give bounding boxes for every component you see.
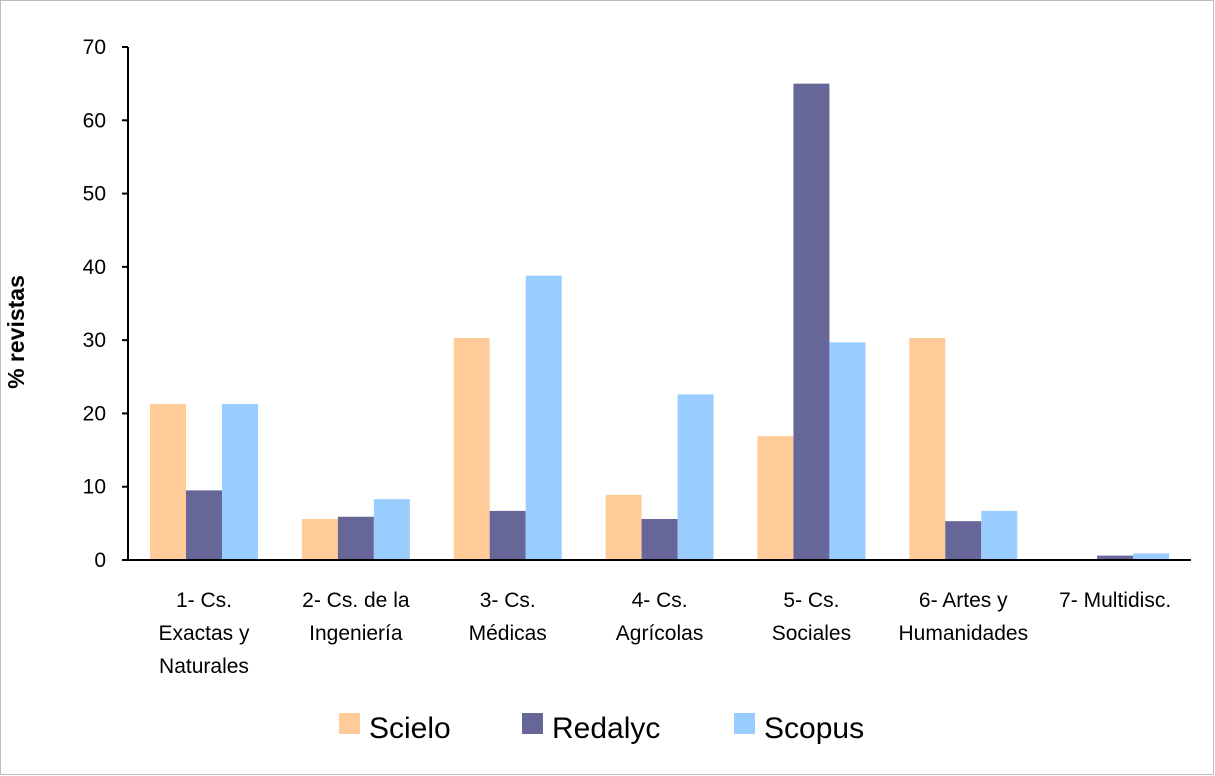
legend-swatch-scielo — [339, 713, 360, 734]
bar-scielo-4 — [605, 494, 642, 560]
bar-scopus-6 — [981, 510, 1018, 560]
legend-label-scopus: Scopus — [764, 712, 864, 745]
y-tick-label: 70 — [83, 36, 106, 59]
y-tick-label: 50 — [83, 183, 106, 206]
bar-redalyc-4 — [641, 518, 678, 560]
legend-swatch-scopus — [734, 713, 755, 734]
bar-scopus-7 — [1133, 553, 1170, 560]
bar-scielo-6 — [909, 337, 946, 560]
y-tick-label: 30 — [83, 329, 106, 352]
bar-redalyc-2 — [337, 516, 374, 560]
x-category-label: 2- Cs. de la Ingeniería — [302, 589, 410, 645]
bar-scielo-5 — [757, 436, 794, 560]
bar-redalyc-3 — [489, 510, 526, 560]
x-category-label: 6- Artes y Humanidades — [898, 589, 1028, 645]
y-tick-label: 0 — [94, 549, 106, 572]
bar-scopus-4 — [677, 394, 714, 560]
legend: Scielo Redalyc Scopus — [339, 712, 864, 745]
y-tick-label: 10 — [83, 476, 106, 499]
y-tick-label: 20 — [83, 402, 106, 425]
x-category-label: 5- Cs. Sociales — [772, 589, 851, 645]
x-category-label: 3- Cs. Médicas — [469, 589, 547, 645]
labels-layer: 0 10 20 30 40 50 60 70 1- Cs. Exactas y Naturales 2… — [83, 36, 1172, 678]
bar-redalyc-5 — [793, 83, 830, 561]
bar-scopus-5 — [829, 342, 866, 560]
legend-label-scielo: Scielo — [369, 712, 451, 745]
legend-swatch-redalyc — [522, 713, 543, 734]
bar-scielo-3 — [453, 337, 490, 560]
y-tick-label: 40 — [83, 256, 106, 279]
bar-scopus-3 — [525, 275, 562, 560]
bar-scopus-1 — [222, 403, 258, 560]
legend-label-redalyc: Redalyc — [552, 712, 660, 745]
bar-redalyc-6 — [945, 521, 982, 560]
x-category-label: 4- Cs. Agrícolas — [616, 589, 704, 645]
y-tick-label: 60 — [83, 109, 106, 132]
x-category-label: 1- Cs. Exactas y Naturales — [158, 589, 250, 678]
x-category-label: 7- Multidisc. — [1059, 589, 1171, 612]
bar-scopus-2 — [373, 499, 410, 560]
bar-redalyc-7 — [1097, 555, 1134, 560]
bar-redalyc-1 — [186, 490, 222, 560]
bar-scielo-1 — [150, 403, 186, 560]
bars-layer — [150, 83, 1170, 561]
bar-scielo-2 — [301, 518, 338, 560]
axes-layer — [122, 46, 1191, 561]
y-axis-label: % revistas — [3, 275, 29, 389]
